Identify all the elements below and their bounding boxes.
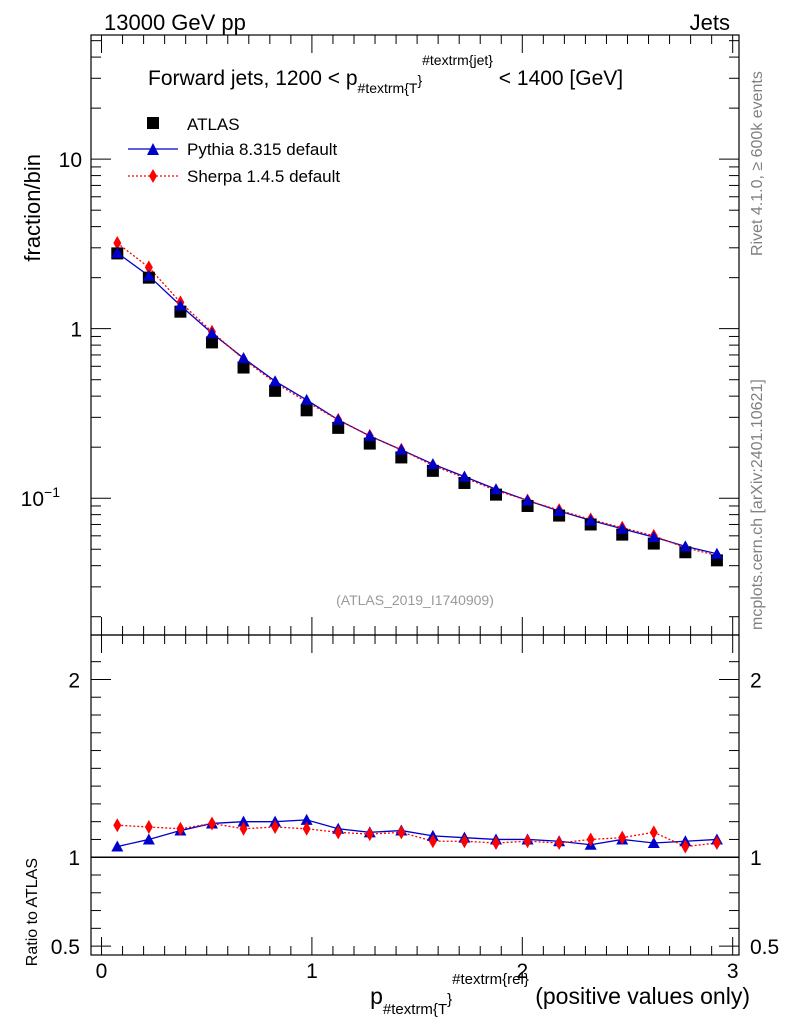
legend-label-atlas: ATLAS [187,115,240,134]
data-point-diamond [113,236,122,251]
data-point-diamond [144,260,153,275]
y-tick-label-exp: −1 [44,484,60,500]
ratio-point-diamond [649,825,658,840]
data-point-triangle [269,375,282,387]
ratio-point-triangle [300,813,313,825]
y-tick-label: 1 [70,319,82,342]
data-point-triangle [553,505,566,517]
ratio-point-diamond [176,821,185,836]
y-tick-label-base: 10 [21,488,44,511]
analysis-watermark: (ATLAS_2019_I1740909) [336,592,494,608]
ratio-point-triangle [111,840,124,852]
data-point-triangle [458,470,471,482]
ratio-point-diamond [492,836,500,850]
ratio-point-diamond [555,836,564,850]
ratio-point-diamond [239,821,248,836]
data-point-square [205,336,218,349]
ratio-point-diamond [144,820,153,834]
ratio-point-diamond [113,818,122,833]
data-point-square [237,361,250,374]
ratio-y-tick-label-right: 1 [750,847,762,870]
legend-label-pythia: Pythia 8.315 default [187,140,338,159]
ratio-point-diamond [681,839,690,854]
ratio-point-diamond [302,821,311,836]
legend-marker-pythia [147,143,159,155]
y-tick-label-base: 1 [70,319,82,342]
legend-label-sherpa: Sherpa 1.4.5 default [187,167,340,186]
x-tick-label: 1 [306,960,318,983]
data-point-triangle [332,413,345,425]
ratio-line-diamond [117,822,717,848]
ratio-point-diamond [712,836,721,850]
legend: ATLAS Pythia 8.315 default Sherpa 1.4.5 … [128,115,340,186]
header-right: Jets [690,10,730,35]
y-tick-label-base: 10 [59,149,82,172]
data-point-triangle [490,483,502,495]
header-left: 13000 GeV pp [104,10,246,35]
data-point-triangle [647,531,660,543]
data-point-triangle [710,547,723,559]
data-point-triangle [395,443,408,455]
ratio-point-diamond [271,820,280,834]
data-point-square [300,404,313,417]
legend-marker-sherpa [149,169,157,183]
plot-title: Forward jets, 1200 < p#textrm{T}#textrm{… [148,52,623,96]
ratio-point-diamond [428,834,437,849]
data-point-triangle [521,494,534,506]
ratio-point-triangle [647,837,660,848]
ratio-y-tick-label-left: 1 [68,847,80,870]
y-tick-label: 10 [59,149,82,172]
x-tick-labels: 0 1 2 3 [96,960,739,983]
data-point-triangle [174,299,187,311]
x-tick-label: 2 [516,960,528,983]
ratio-point-diamond [397,825,406,840]
y-axis-label: fraction/bin [20,154,45,262]
ratio-point-diamond [586,832,595,847]
ratio-point-triangle [237,815,250,827]
ratio-y-tick-label-left: 0.5 [51,936,80,959]
ratio-y-tick-label-right: 2 [750,669,762,692]
data-point-triangle [142,269,155,281]
x-axis-label: p#textrm{T}#textrm{rel} (positive values… [370,971,750,1018]
ratio-point-diamond [618,830,627,845]
y-tick-label: 10−1 [21,484,61,511]
data-point-triangle [363,429,376,441]
ratio-y-tick-label-right: 0.5 [750,936,779,959]
data-point-triangle [584,514,597,526]
ratio-point-diamond [334,825,343,840]
mcplots-label: mcplots.cern.ch [arXiv:2401.10621] [749,379,766,630]
data-point-triangle [111,246,124,258]
data-point-triangle [300,393,313,405]
ratio-point-diamond [460,834,469,849]
ratio-point-diamond [207,816,216,831]
rivet-label: Rivet 4.1.0, ≥ 600k events [749,71,766,256]
ratio-point-diamond [523,834,532,849]
legend-marker-atlas [147,117,159,129]
series-line-diamond [116,242,718,557]
data-point-triangle [426,458,439,470]
main-axis-ticks [91,35,739,635]
x-tick-label: 3 [727,960,739,983]
ratio-panel-frame [90,634,740,956]
ratio-series [111,813,723,854]
ratio-y-axis-label: Ratio to ATLAS [24,858,41,966]
data-point-square [269,384,282,397]
ratio-axis-ticks [91,635,739,955]
data-point-triangle [679,540,692,552]
ratio-y-tick-labels: 2 2 1 1 0.5 0.5 [51,669,779,959]
x-tick-label: 0 [96,960,108,983]
ratio-point-triangle [142,833,155,845]
ratio-y-tick-label-left: 2 [68,669,80,692]
data-point-triangle [616,522,629,534]
series-line-triangle [116,252,718,555]
data-point-square [332,421,345,434]
ratio-point-diamond [365,827,374,842]
data-point-triangle [205,327,218,339]
main-series [111,236,723,567]
ratio-line-triangle [117,819,717,848]
data-point-triangle [237,352,250,364]
